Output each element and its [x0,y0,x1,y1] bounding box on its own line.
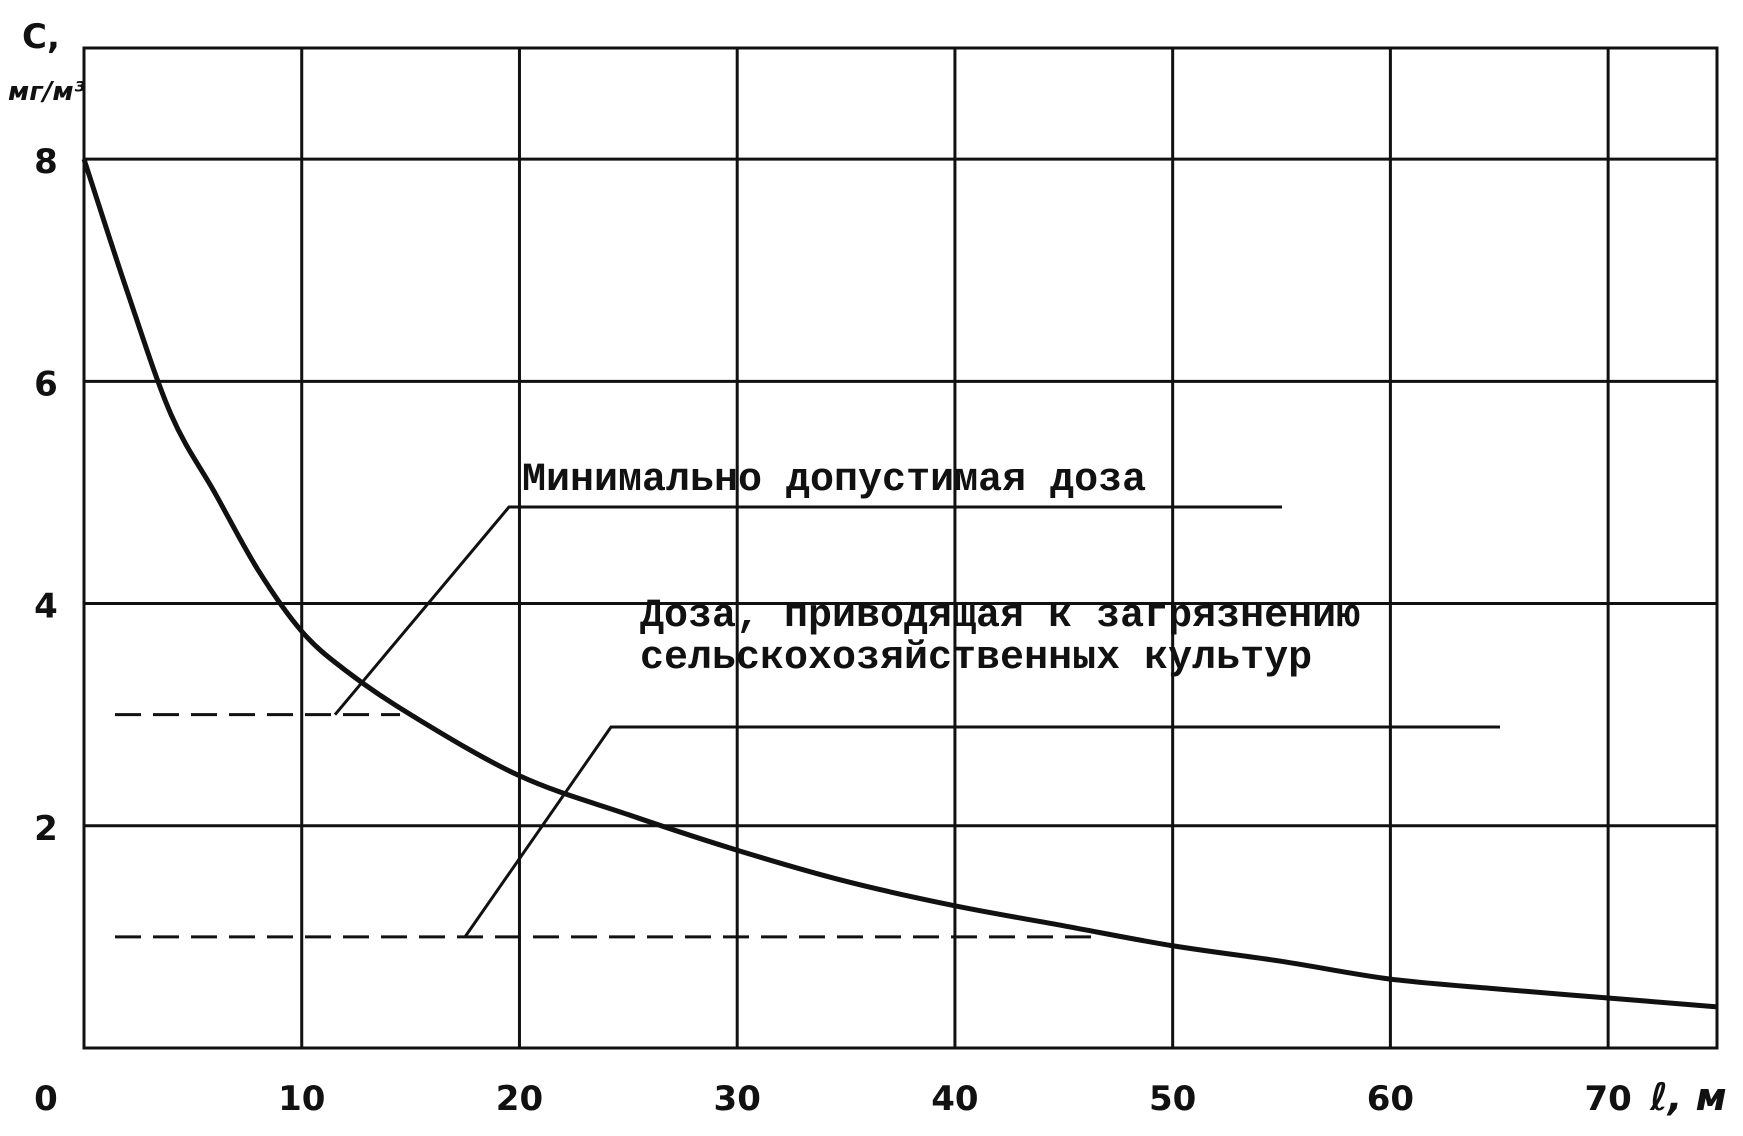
plot-frame [82,46,1719,1050]
y-tick-label: 2 [34,809,58,849]
y-tick-label: 0 [34,1079,58,1119]
x-tick-label: 50 [1149,1079,1196,1119]
leader-line [333,505,1282,716]
leader-line [463,725,1500,938]
y-tick-label: 4 [34,587,58,627]
x-tick-label: 70 [1584,1079,1631,1119]
annotation: Минимально допустимая доза [522,458,1146,503]
x-tick-label: 20 [496,1079,543,1119]
y-axis-unit: мг/м³ [8,77,86,107]
data-line [81,158,1718,1010]
y-tick-label: 6 [34,364,58,404]
x-tick-label: 30 [714,1079,761,1119]
x-tick-label: 60 [1367,1079,1414,1119]
annotation: сельскохозяйственных культур [640,636,1312,681]
annotation: Доза, приводящая к загрязнению [640,594,1360,639]
x-axis-label: ℓ, м [1649,1075,1727,1119]
y-tick-label: 8 [34,142,58,182]
y-axis-label: C, [22,17,60,57]
x-tick-label: 10 [278,1079,325,1119]
x-tick-label: 40 [931,1079,978,1119]
